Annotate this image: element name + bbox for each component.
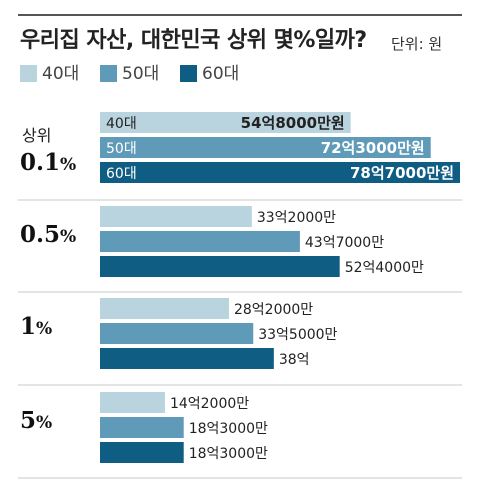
data-label-05-60s: 52억4000만 bbox=[345, 260, 424, 276]
legend-label-40s: 40대 bbox=[42, 64, 80, 84]
data-label-01-50s: 72억3000만원 bbox=[321, 139, 425, 157]
bar-series-label-01-40s: 40대 bbox=[106, 116, 137, 132]
group-label-5: 5% bbox=[20, 407, 52, 434]
group-label-top-01: 상위 bbox=[22, 126, 51, 145]
data-label-5-50s: 18억3000만 bbox=[189, 421, 268, 437]
bar-series-label-01-60s: 60대 bbox=[106, 166, 137, 182]
bar-1-40s bbox=[100, 298, 229, 319]
group-label-1: 1% bbox=[20, 313, 52, 340]
legend-label-50s: 50대 bbox=[122, 64, 160, 84]
bar-01-50s bbox=[100, 137, 431, 158]
bar-1-60s bbox=[100, 348, 274, 369]
unit-label: 단위: 원 bbox=[391, 35, 443, 53]
bar-5-50s bbox=[100, 417, 184, 438]
group-label-05: 0.5% bbox=[20, 221, 76, 248]
bar-1-50s bbox=[100, 323, 254, 344]
data-label-05-40s: 33억2000만 bbox=[257, 210, 336, 226]
bar-series-label-01-50s: 50대 bbox=[106, 141, 137, 157]
data-label-1-60s: 38억 bbox=[279, 352, 310, 368]
data-label-05-50s: 43억7000만 bbox=[305, 235, 384, 251]
data-label-5-60s: 18억3000만 bbox=[189, 446, 268, 462]
data-label-01-60s: 78억7000만원 bbox=[350, 164, 454, 182]
data-label-01-40s: 54억8000만원 bbox=[241, 114, 345, 132]
legend-swatch-60s bbox=[180, 65, 197, 82]
bar-05-40s bbox=[100, 206, 252, 227]
data-label-1-40s: 28억2000만 bbox=[234, 302, 313, 318]
legend-swatch-40s bbox=[20, 65, 37, 82]
bar-05-50s bbox=[100, 231, 300, 252]
legend-label-60s: 60대 bbox=[202, 64, 240, 84]
bar-5-40s bbox=[100, 392, 165, 413]
legend-swatch-50s bbox=[100, 65, 117, 82]
chart-title: 우리집 자산, 대한민국 상위 몇%일까? bbox=[20, 28, 367, 53]
bar-01-60s bbox=[100, 162, 460, 183]
data-label-5-40s: 14억2000만 bbox=[170, 396, 249, 412]
bar-5-60s bbox=[100, 442, 184, 463]
bar-05-60s bbox=[100, 256, 340, 277]
data-label-1-50s: 33억5000만 bbox=[258, 327, 337, 343]
top-rule bbox=[18, 14, 462, 16]
group-label-01: 0.1% bbox=[20, 149, 76, 176]
bar-01-40s bbox=[100, 112, 351, 133]
